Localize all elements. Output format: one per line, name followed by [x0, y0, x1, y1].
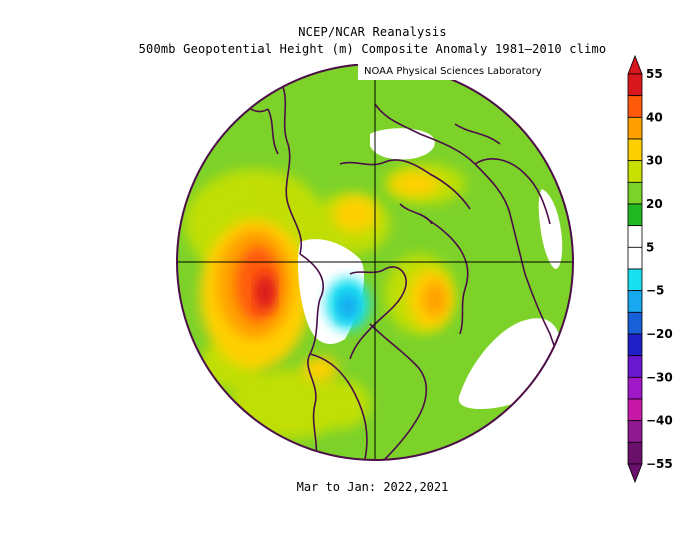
colorbar-tick-label: 5 — [646, 240, 654, 254]
polar-anomaly-map — [176, 64, 574, 461]
map-border — [176, 64, 574, 461]
continent-outlines — [239, 83, 566, 460]
colorbar-tick-label: 20 — [646, 197, 663, 211]
colorbar-cell — [627, 441, 643, 465]
colorbar-tick-label: −5 — [646, 284, 664, 298]
colorbar-cell — [627, 138, 643, 162]
colorbar-tick-label: −30 — [646, 370, 673, 384]
colorbar-tick-label: 55 — [646, 67, 663, 81]
colorbar-cell — [627, 225, 643, 248]
colorbar-cell — [627, 203, 643, 227]
colorbar-tick-label: −55 — [646, 457, 673, 471]
colorbar-cell — [627, 181, 643, 205]
chart-subtitle: 500mb Geopotential Height (m) Composite … — [138, 42, 607, 56]
colorbar-cell — [627, 160, 643, 183]
colorbar-cell — [627, 116, 643, 140]
colorbar-cell — [627, 73, 643, 97]
chart-title: NCEP/NCAR Reanalysis — [298, 25, 447, 39]
colorbar-arrow-top — [627, 54, 643, 75]
colorbar-arrow-bottom — [627, 463, 643, 484]
colorbar-cell — [627, 333, 643, 357]
colorbar-tick-label: −20 — [646, 327, 673, 341]
time-period-label: Mar to Jan: 2022,2021 — [296, 480, 449, 494]
colorbar-cell — [627, 376, 643, 400]
colorbar-cell — [627, 398, 643, 422]
colorbar-tick-label: −40 — [646, 414, 673, 428]
colorbar-cell — [627, 290, 643, 313]
credit-label: NOAA Physical Sciences Laboratory — [358, 64, 580, 80]
colorbar-cell — [627, 420, 643, 443]
colorbar-cell — [627, 268, 643, 292]
colorbar-cell — [627, 311, 643, 335]
colorbar: 55 40 30 20 5 −5 −20 −30 −40 −55 — [627, 54, 673, 484]
colorbar-tick-label: 30 — [646, 154, 663, 168]
colorbar-tick-label: 40 — [646, 110, 663, 124]
colorbar-cell — [627, 246, 643, 270]
colorbar-cell — [627, 95, 643, 118]
colorbar-cell — [627, 355, 643, 378]
